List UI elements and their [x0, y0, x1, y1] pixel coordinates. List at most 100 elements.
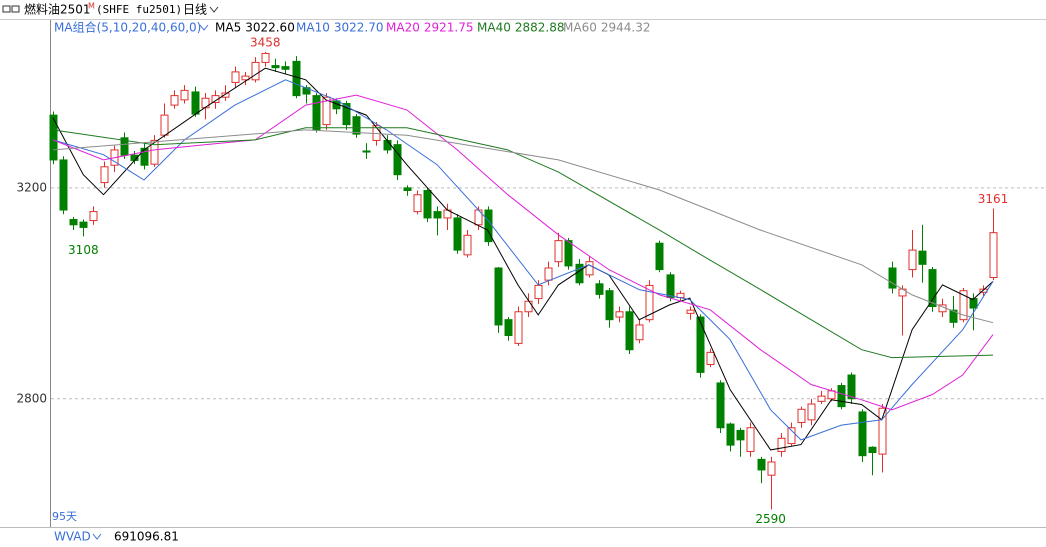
candle-body — [706, 351, 715, 365]
candle-body — [888, 267, 897, 289]
candle-body — [736, 429, 745, 441]
legend-value: 3022.70 — [334, 21, 384, 35]
candle-body — [625, 311, 634, 351]
candle-body — [251, 61, 260, 81]
candle-body — [160, 114, 169, 136]
ma-line — [52, 129, 994, 324]
chevron[interactable] — [199, 24, 209, 31]
legend-name: MA10 — [296, 21, 330, 35]
candle-body — [211, 95, 220, 103]
legend-name: MA40 — [477, 21, 511, 35]
candle-body — [666, 274, 675, 299]
period-label: 95天 — [52, 510, 77, 523]
legend-value: 3022.60 — [245, 21, 295, 35]
candle-body — [595, 283, 604, 295]
period[interactable]: 日线 — [183, 3, 207, 17]
y-tick-label: 3200 — [16, 180, 47, 194]
legend-value: 2921.75 — [424, 21, 474, 35]
candle-body — [837, 385, 846, 408]
candle-body — [514, 311, 523, 344]
candle-body — [827, 390, 836, 400]
candle-body — [959, 290, 968, 321]
candle-body — [140, 147, 149, 166]
candle-body — [261, 52, 270, 63]
chevron[interactable] — [92, 533, 102, 540]
candle-body — [767, 461, 776, 476]
candle-body — [655, 242, 664, 271]
candle-body — [544, 267, 553, 281]
candle-body — [89, 211, 98, 222]
candle-body — [79, 221, 88, 228]
candle-body — [322, 96, 331, 126]
candle-body — [696, 316, 705, 373]
candle-body — [403, 187, 412, 192]
candle-body — [463, 234, 472, 256]
candle-body — [49, 114, 58, 161]
candle-body — [554, 240, 563, 263]
ma-line — [52, 94, 994, 411]
candle-body — [383, 139, 392, 151]
low-label: 2590 — [755, 512, 786, 526]
candle-body — [352, 116, 361, 135]
candle-body — [716, 382, 725, 429]
candle-body — [120, 137, 129, 156]
code: (SHFE fu2501) — [96, 3, 182, 16]
candle-body — [797, 408, 806, 423]
y-tick-label: 2800 — [16, 391, 47, 405]
candle-body — [787, 427, 796, 445]
candle-body — [928, 269, 937, 307]
candle-body — [817, 395, 826, 402]
chevron[interactable] — [209, 6, 219, 13]
badge: M — [88, 2, 95, 11]
candle-body — [170, 95, 179, 106]
candle-body — [949, 309, 958, 323]
indicator-value: 691096.81 — [114, 530, 179, 544]
indicator-name[interactable]: WVAD — [54, 530, 91, 544]
high-label: 3458 — [250, 35, 281, 49]
ma-line — [52, 67, 994, 451]
candle-body — [221, 92, 230, 98]
candle-body — [362, 150, 371, 153]
ma-line — [52, 79, 994, 441]
candle-body — [777, 437, 786, 452]
candle-body — [564, 240, 573, 267]
candle-body — [757, 458, 766, 471]
candle-body — [180, 89, 189, 101]
candle-body — [59, 159, 68, 211]
candle-body — [504, 319, 513, 336]
symbol: 燃料油2501 — [24, 2, 91, 17]
candle-body — [686, 309, 695, 314]
candle-body — [858, 411, 867, 457]
candle-body — [413, 194, 422, 213]
candle-body — [868, 446, 877, 454]
icon[interactable] — [11, 5, 20, 13]
legend-title[interactable]: MA组合(5,10,20,40,60,0) — [54, 20, 201, 35]
high-label: 3161 — [978, 192, 1009, 206]
candle-body — [281, 66, 290, 70]
toolbar: 燃料油2501 M (SHFE fu2501) 日线 — [2, 2, 219, 17]
low-label: 3108 — [68, 243, 99, 257]
icon[interactable] — [2, 5, 11, 13]
legend-name: MA60 — [563, 21, 597, 35]
legend-name: MA20 — [386, 21, 420, 35]
candle-body — [989, 232, 998, 278]
candle-body — [191, 91, 200, 115]
candle-body — [585, 261, 594, 276]
candle-body — [342, 103, 351, 126]
candle-body — [534, 284, 543, 300]
candle-body — [908, 249, 917, 271]
candle-body — [201, 97, 210, 109]
candle-body — [312, 95, 321, 131]
candle-body — [746, 427, 755, 452]
candle-body — [241, 75, 250, 81]
candle-body — [453, 217, 462, 251]
ma-line — [52, 127, 994, 359]
legend-value: 2882.88 — [515, 21, 565, 35]
candle-body — [494, 267, 503, 326]
candle-body — [615, 311, 624, 318]
candle-body — [433, 211, 442, 219]
candle-body — [847, 374, 856, 400]
candle-body — [524, 300, 533, 313]
legend-name: MA5 — [215, 21, 241, 35]
